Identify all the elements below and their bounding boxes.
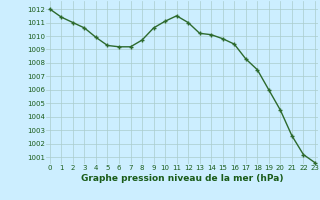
X-axis label: Graphe pression niveau de la mer (hPa): Graphe pression niveau de la mer (hPa) <box>81 174 284 183</box>
